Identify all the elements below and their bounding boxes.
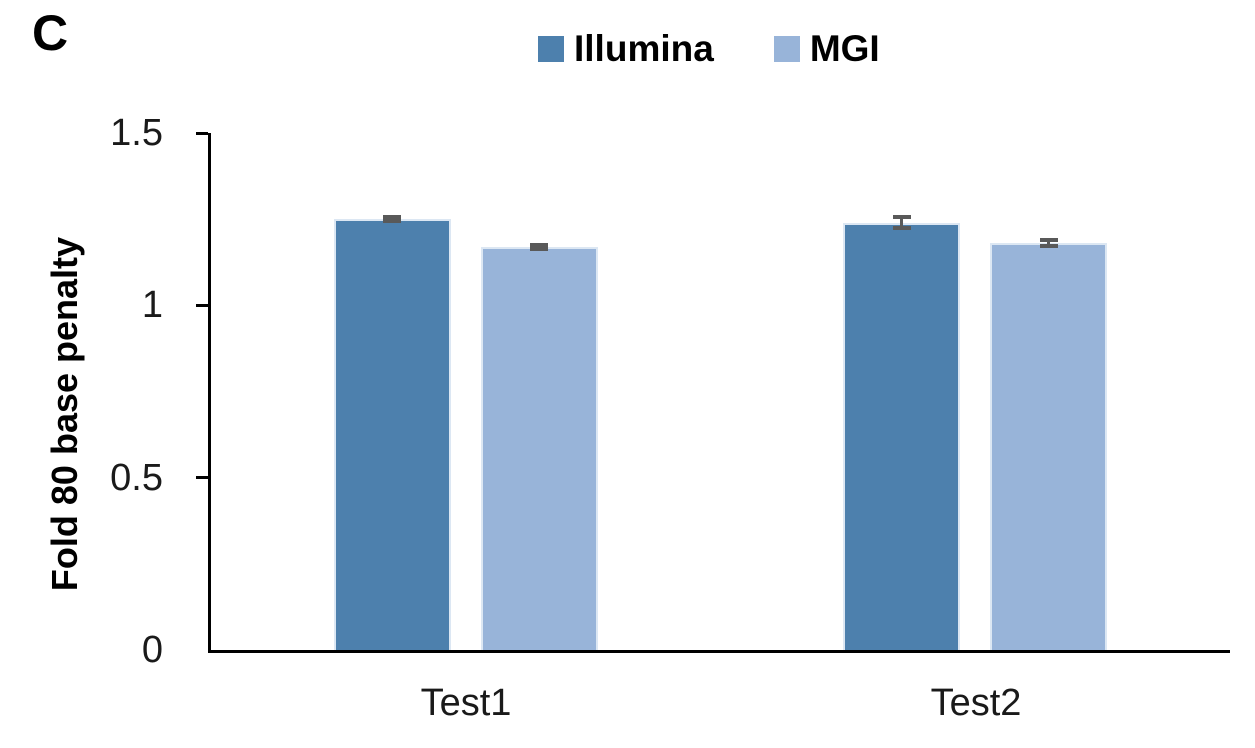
error-bar-illumina-test2 bbox=[892, 215, 911, 231]
x-category-label-test1: Test1 bbox=[420, 682, 512, 724]
y-tick-label: 0 bbox=[141, 629, 163, 671]
bar-illumina-test2 bbox=[843, 222, 961, 650]
panel-label: C bbox=[32, 5, 69, 61]
bar-mgi-test2 bbox=[990, 243, 1108, 650]
plot-area bbox=[196, 131, 1230, 653]
x-category-label-test2: Test2 bbox=[930, 682, 1022, 724]
mgi-color-swatch bbox=[773, 35, 800, 62]
illumina-color-swatch bbox=[538, 35, 564, 62]
bar-illumina-test1 bbox=[333, 219, 451, 650]
y-tick-label: 1.5 bbox=[110, 112, 163, 154]
y-tick-mark bbox=[196, 303, 208, 307]
y-tick-label: 1 bbox=[141, 284, 163, 327]
legend-item-illumina: Illumina bbox=[538, 30, 714, 67]
error-bar-mgi-test2 bbox=[1039, 238, 1058, 249]
y-tick-mark bbox=[196, 476, 208, 480]
legend: Illumina MGI bbox=[538, 30, 880, 67]
legend-label-mgi: MGI bbox=[809, 28, 880, 69]
legend-item-mgi: MGI bbox=[773, 28, 880, 69]
y-tick-label: 0.5 bbox=[110, 456, 163, 499]
error-bar-mgi-test1 bbox=[530, 242, 549, 251]
y-axis-title: Fold 80 base penalty bbox=[44, 236, 85, 592]
error-bar-illumina-test1 bbox=[383, 215, 402, 223]
bar-mgi-test1 bbox=[480, 246, 598, 650]
y-tick-mark bbox=[196, 131, 208, 135]
legend-label-illumina: Illumina bbox=[574, 28, 714, 69]
